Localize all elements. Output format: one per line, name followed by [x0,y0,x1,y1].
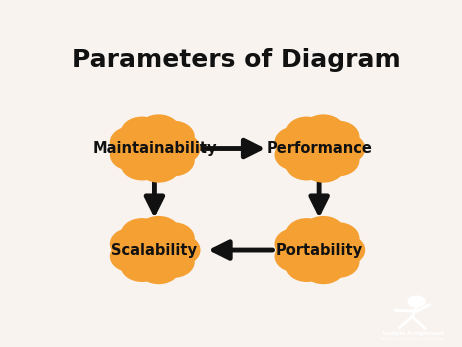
Text: Portability: Portability [275,243,363,257]
Text: Scalability: Scalability [111,243,197,257]
Circle shape [322,234,365,266]
Circle shape [286,250,328,282]
Circle shape [152,121,195,153]
Circle shape [158,133,201,164]
Circle shape [137,115,180,146]
Circle shape [137,151,180,183]
Circle shape [126,229,183,272]
Circle shape [110,139,152,171]
Circle shape [274,228,317,260]
Circle shape [152,222,195,254]
Circle shape [316,144,359,176]
Text: Performance: Performance [266,141,372,156]
Circle shape [286,149,328,180]
Circle shape [110,228,152,260]
Circle shape [137,252,180,284]
Circle shape [302,216,345,248]
Text: Parameters of Diagram: Parameters of Diagram [73,48,401,72]
Circle shape [408,296,425,307]
Circle shape [126,127,183,170]
Circle shape [152,246,195,278]
Text: Your Key to Academic Excellence: Your Key to Academic Excellence [380,337,444,341]
Circle shape [152,144,195,176]
Circle shape [316,246,359,278]
Circle shape [121,117,164,149]
Circle shape [274,139,317,171]
Circle shape [302,252,345,284]
Circle shape [121,218,164,250]
Circle shape [302,151,345,183]
Circle shape [110,240,152,272]
Circle shape [290,229,348,272]
Circle shape [137,216,180,248]
Circle shape [121,149,164,180]
Circle shape [290,127,348,170]
Circle shape [274,240,317,272]
Circle shape [286,218,328,250]
Circle shape [316,121,359,153]
Circle shape [302,115,345,146]
Text: Maintainability: Maintainability [92,141,217,156]
Text: Sample Assignment: Sample Assignment [382,331,443,336]
Circle shape [286,117,328,149]
Circle shape [121,250,164,282]
Circle shape [322,133,365,164]
Circle shape [316,222,359,254]
Circle shape [110,126,152,158]
Circle shape [158,234,201,266]
Circle shape [274,126,317,158]
